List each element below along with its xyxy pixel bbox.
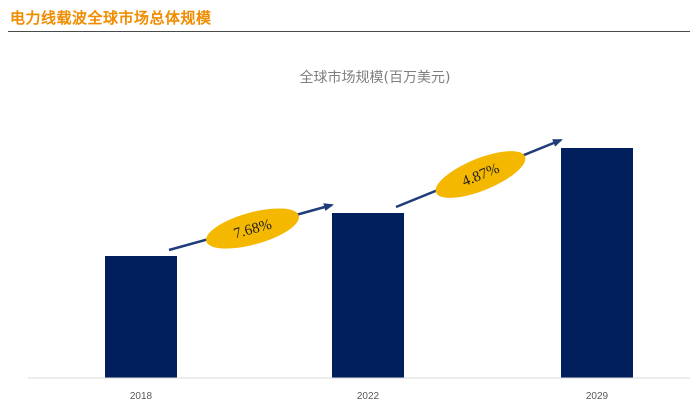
bar-2018 <box>105 256 177 378</box>
page-header: 电力线载波全球市场总体规模 <box>0 0 690 34</box>
x-tick-2018: 2018 <box>130 391 153 402</box>
bar-2022 <box>332 213 404 378</box>
growth-badge-shape <box>206 208 299 249</box>
page-title: 电力线载波全球市场总体规模 <box>10 9 212 27</box>
growth-badge-1: 7.68% <box>206 208 299 249</box>
growth-annotations: 7.68% 4.87% <box>168 138 563 252</box>
x-tick-labels: 2018 2022 2029 <box>130 391 609 402</box>
bars-group <box>105 148 633 378</box>
header-divider <box>8 31 690 32</box>
x-tick-2022: 2022 <box>357 391 380 402</box>
chart-title: 全球市场规模(百万美元) <box>300 69 451 86</box>
growth-badge-2: 4.87% <box>435 151 526 198</box>
growth-badge-shape <box>435 151 526 198</box>
bar-2029 <box>561 148 633 378</box>
x-tick-2029: 2029 <box>586 391 609 402</box>
